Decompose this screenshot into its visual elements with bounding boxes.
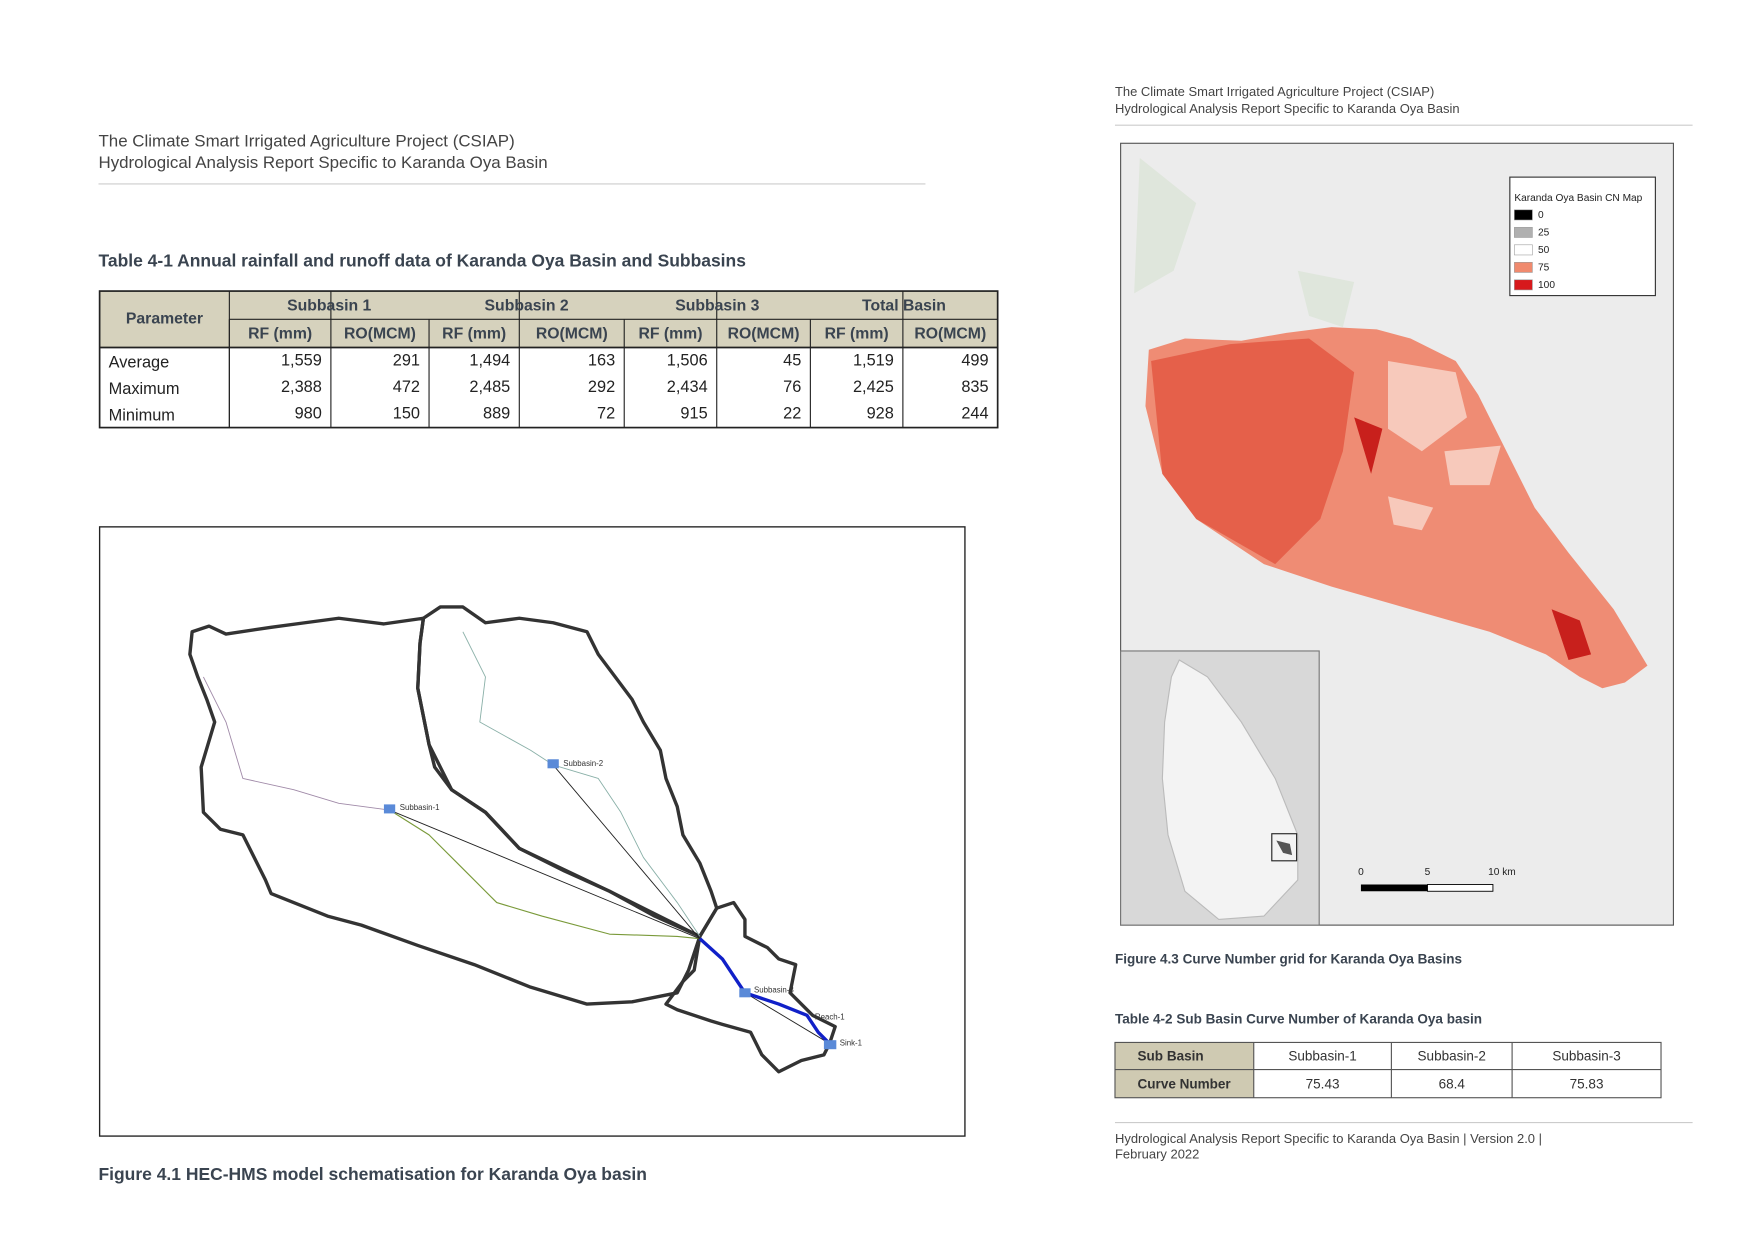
scale-label: 5: [1425, 867, 1431, 878]
table-cell: 2,434: [667, 378, 708, 396]
table-cell: 2,388: [281, 378, 322, 396]
table-title: Table 4-1 Annual rainfall and runoff dat…: [98, 250, 745, 270]
table-cell: 1,559: [281, 351, 322, 369]
group-header: Total Basin: [862, 297, 946, 314]
legend-swatch: [1514, 244, 1533, 256]
legend-label: 75: [1538, 263, 1550, 274]
table-cell: 75.83: [1570, 1076, 1604, 1091]
table-cell: 291: [393, 351, 420, 369]
legend-label: 50: [1538, 245, 1550, 256]
sub-header: RO(MCM): [914, 326, 986, 343]
sub-header: RO(MCM): [536, 326, 608, 343]
table-cell: 76: [783, 378, 801, 396]
table-cell: 472: [393, 378, 420, 396]
node-label: Subbasin-2: [563, 759, 603, 768]
sub-header: RF (mm): [248, 326, 312, 343]
table-cell: Subbasin-2: [1418, 1049, 1486, 1064]
sub-header: RO(MCM): [344, 326, 416, 343]
scale-label: 10 km: [1488, 867, 1516, 878]
legend-swatch: [1514, 209, 1533, 221]
basin-schematic: [188, 605, 837, 1074]
legend: 0 25 50 75 100: [1514, 209, 1555, 291]
cn-map: [1120, 142, 1674, 926]
table-cell: 915: [680, 404, 707, 422]
table-4-2: Sub Basin Subbasin-1 Subbasin-2 Subbasin-3 C…: [1114, 1041, 1662, 1099]
legend-label: 0: [1538, 210, 1544, 221]
table-cell: 889: [483, 404, 510, 422]
table-cell: 499: [961, 351, 988, 369]
row-label: Maximum: [109, 380, 180, 398]
table-cell: 1,506: [667, 351, 708, 369]
row-label: Minimum: [109, 407, 175, 425]
group-header: Subbasin 3: [675, 297, 759, 314]
column-header: Parameter: [126, 310, 203, 327]
table-cell: 2,425: [853, 378, 894, 396]
legend-title: Karanda Oya Basin CN Map: [1514, 193, 1642, 204]
table-cell: 1,519: [853, 351, 894, 369]
legend-swatch: [1514, 279, 1533, 291]
node-label: Sink-1: [840, 1039, 862, 1048]
legend-label: 25: [1538, 228, 1550, 239]
header-line: The Climate Smart Irrigated Agriculture …: [98, 132, 514, 151]
figure-caption: Figure 4.1 HEC-HMS model schematisation …: [98, 1164, 646, 1184]
node-label: Subbasin-1: [400, 803, 440, 812]
row-label: Curve Number: [1138, 1076, 1232, 1091]
table-cell: 980: [295, 404, 322, 422]
table-cell: 72: [597, 404, 615, 422]
table-cell: 45: [783, 351, 801, 369]
sub-header: RF (mm): [442, 326, 506, 343]
sub-header: RF (mm): [638, 326, 702, 343]
table-cell: Subbasin-1: [1288, 1049, 1356, 1064]
table-cell: 68.4: [1439, 1076, 1466, 1091]
row-label: Average: [109, 354, 170, 372]
scale-label: 0: [1358, 867, 1364, 878]
row-label: Sub Basin: [1138, 1049, 1204, 1064]
table-cell: 163: [588, 351, 615, 369]
table-border: [98, 290, 999, 429]
footer-line: Hydrological Analysis Report Specific to…: [1115, 1131, 1542, 1146]
table-cell: 835: [961, 378, 988, 396]
table-cell: 150: [393, 404, 420, 422]
header-line: Hydrological Analysis Report Specific to…: [1115, 101, 1460, 116]
group-header: Subbasin 2: [485, 297, 569, 314]
figure-caption: Figure 4.3 Curve Number grid for Karanda…: [1115, 952, 1462, 967]
table-title: Table 4-2 Sub Basin Curve Number of Kara…: [1115, 1011, 1482, 1026]
legend-swatch: [1514, 227, 1533, 238]
table-4-1: Parameter Subbasin 1 RF (mm) RO(MCM) Subbasi…: [98, 290, 999, 429]
sub-header: RO(MCM): [728, 326, 800, 343]
table-cell: 928: [867, 404, 894, 422]
group-header: Subbasin 1: [287, 297, 371, 314]
table-cell: 2,485: [469, 378, 510, 396]
legend-label: 100: [1538, 280, 1555, 291]
table-cell: Subbasin-3: [1552, 1049, 1620, 1064]
table-cell: 244: [961, 404, 988, 422]
table-cell: 1,494: [469, 351, 510, 369]
table-cell: 75.43: [1306, 1076, 1340, 1091]
table-cell: 22: [783, 404, 801, 422]
node-label: Reach-1: [815, 1013, 845, 1022]
header-line: Hydrological Analysis Report Specific to…: [98, 153, 547, 172]
legend-swatch: [1514, 262, 1533, 273]
sub-header: RF (mm): [825, 326, 889, 343]
node-label: Subbasin-3: [754, 986, 794, 995]
header-line: The Climate Smart Irrigated Agriculture …: [1115, 84, 1434, 99]
table-cell: 292: [588, 378, 615, 396]
footer-line: February 2022: [1115, 1147, 1199, 1162]
